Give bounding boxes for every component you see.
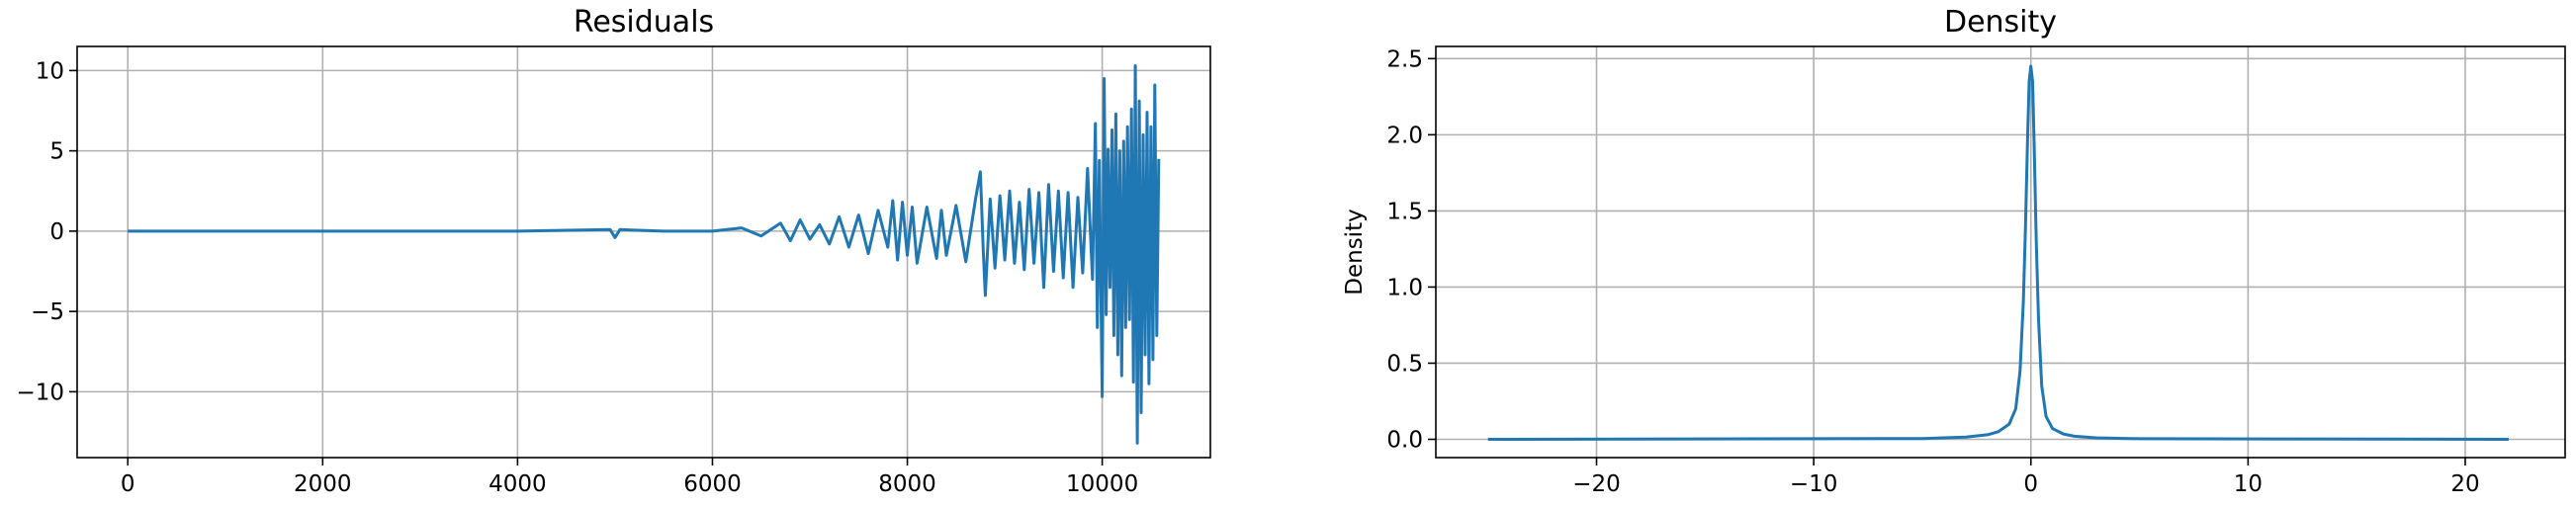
density-y-tick-label: 0.5 xyxy=(1386,351,1423,377)
residuals-y-tick-label: −10 xyxy=(16,380,64,405)
density-x-tick-label: −10 xyxy=(1790,471,1838,497)
residuals-y-tick-label: 5 xyxy=(49,139,64,165)
density-series-line xyxy=(1487,64,2509,441)
residuals-plot-frame xyxy=(76,45,1211,459)
density-grid xyxy=(1436,46,2565,458)
residuals-x-tick-label: 0 xyxy=(121,471,135,497)
residuals-x-tick-label: 6000 xyxy=(683,471,742,497)
residuals-x-tick-label: 8000 xyxy=(878,471,936,497)
density-chart: −20 −10 0 10 20 0.0 0.5 1.0 1.5 2.0 2.5 Density De… xyxy=(1342,5,2566,497)
residuals-x-tick-label: 10000 xyxy=(1066,471,1138,497)
density-y-tick-label: 1.5 xyxy=(1386,199,1423,224)
density-x-tick-label: 10 xyxy=(2234,471,2263,497)
density-y-tick-label: 2.0 xyxy=(1386,123,1423,148)
residuals-x-tick-label: 4000 xyxy=(489,471,547,497)
residuals-y-tick-label: 10 xyxy=(36,58,64,84)
density-y-axis-label: Density xyxy=(1342,209,1368,295)
density-plot-frame xyxy=(1435,45,2566,459)
residuals-y-tick-label: 0 xyxy=(49,219,64,245)
residuals-x-tick-label: 2000 xyxy=(294,471,352,497)
residuals-y-tick-label: −5 xyxy=(31,299,64,325)
density-y-tick-label: 0.0 xyxy=(1386,428,1423,454)
residuals-title: Residuals xyxy=(574,5,714,40)
density-ticks: −20 −10 0 10 20 0.0 0.5 1.0 1.5 2.0 2.5 xyxy=(1386,46,2479,497)
residuals-chart: 0 2000 4000 6000 8000 10000 −10 −5 0 5 10 Residual… xyxy=(16,5,1211,497)
density-y-tick-label: 2.5 xyxy=(1386,46,1423,72)
density-y-tick-label: 1.0 xyxy=(1386,275,1423,300)
residuals-grid xyxy=(77,46,1210,458)
residuals-ticks: 0 2000 4000 6000 8000 10000 −10 −5 0 5 10 xyxy=(16,58,1138,497)
density-title: Density xyxy=(1944,5,2057,40)
density-x-tick-label: −20 xyxy=(1572,471,1621,497)
density-x-tick-label: 20 xyxy=(2450,471,2479,497)
residuals-series-line xyxy=(128,64,1161,445)
density-x-tick-label: 0 xyxy=(2023,471,2038,497)
